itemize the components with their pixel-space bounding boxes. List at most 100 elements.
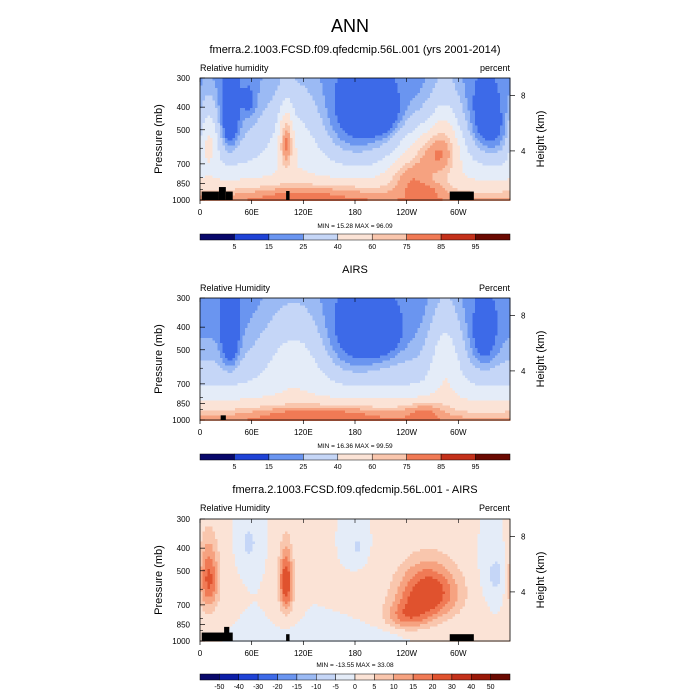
- panel-airs: AIRS Relative Humidity Percent 300400500…: [153, 264, 547, 471]
- terrain-mask: [220, 415, 226, 420]
- colorbar-swatch: [199, 233, 235, 241]
- longitude-tick-label: 60W: [450, 649, 467, 658]
- panel-title: AIRS: [342, 264, 368, 276]
- pressure-tick-label: 1000: [172, 637, 190, 646]
- colorbar: 5 15 25 40 60 75 85 95: [199, 453, 511, 471]
- colorbar-swatch: [451, 673, 472, 681]
- pressure-tick-label: 850: [177, 180, 191, 189]
- height-tick-label: 4: [521, 588, 526, 597]
- contour-plot: 300 400 500 700 850 1000 8 4 0 60E 120E 180 120W 60W: [172, 74, 526, 217]
- longitude-tick-label: 60E: [245, 649, 259, 658]
- pressure-axis-label: Pressure (mb): [153, 324, 165, 394]
- contour-fill: [200, 78, 511, 201]
- colorbar-swatch: [440, 233, 476, 241]
- colorbar-swatch: [268, 233, 304, 241]
- terrain-mask: [218, 187, 226, 200]
- height-axis-label: Height (km): [535, 111, 547, 168]
- variable-label: Relative Humidity: [200, 503, 271, 513]
- panel-title: fmerra.2.1003.FCSD.f09.qfedcmip.56L.001 …: [209, 44, 500, 56]
- terrain-mask: [286, 634, 290, 641]
- colorbar-swatch: [371, 233, 407, 241]
- colorbar-tick-label: 50: [487, 684, 495, 691]
- pressure-tick-label: 500: [177, 567, 191, 576]
- longitude-tick-label: 120W: [396, 428, 417, 437]
- colorbar-tick-label: 75: [403, 464, 411, 471]
- colorbar-tick-label: 5: [232, 464, 236, 471]
- longitude-tick-label: 60E: [245, 208, 259, 217]
- colorbar-swatch: [234, 453, 270, 461]
- colorbar-swatch: [303, 233, 339, 241]
- colorbar-tick-label: -40: [234, 684, 244, 691]
- panel-difference: fmerra.2.1003.FCSD.f09.qfedcmip.56L.001 …: [153, 484, 547, 691]
- colorbar-tick-label: 95: [472, 244, 480, 251]
- longitude-tick-label: 120E: [294, 649, 313, 658]
- colorbar-swatch: [335, 673, 356, 681]
- min-max-stats: MIN = -13.55 MAX = 33.08: [316, 662, 394, 669]
- units-label: Percent: [479, 283, 511, 293]
- height-tick-label: 8: [521, 311, 526, 320]
- longitude-tick-label: 120W: [396, 649, 417, 658]
- pressure-tick-label: 300: [177, 294, 191, 303]
- terrain-mask: [286, 190, 290, 200]
- pressure-axis-label: Pressure (mb): [153, 545, 165, 615]
- longitude-tick-label: 120W: [396, 208, 417, 217]
- contour-plot: 300 400 500 700 850 1000 8 4 0 60E 120E 180 120W 60W: [172, 515, 526, 658]
- variable-label: Relative humidity: [200, 63, 269, 73]
- colorbar-tick-label: 5: [232, 244, 236, 251]
- units-label: Percent: [479, 503, 511, 513]
- units-label: percent: [480, 63, 511, 73]
- colorbar: -50 -40 -30 -20 -15 -10 -5 0 5 10 15 20 30 40 50: [199, 673, 511, 691]
- colorbar-swatch: [406, 453, 442, 461]
- min-max-stats: MIN = 15.28 MAX = 96.09: [317, 223, 393, 230]
- pressure-tick-label: 850: [177, 400, 191, 409]
- colorbar-tick-label: 60: [368, 464, 376, 471]
- colorbar-tick-label: 40: [467, 684, 475, 691]
- colorbar-tick-label: 5: [372, 684, 376, 691]
- colorbar-tick-label: -50: [214, 684, 224, 691]
- pressure-tick-label: 400: [177, 103, 191, 112]
- colorbar-swatch: [337, 453, 373, 461]
- colorbar-swatch: [440, 453, 476, 461]
- colorbar-swatch: [490, 673, 511, 681]
- longitude-tick-label: 180: [348, 428, 362, 437]
- colorbar-tick-label: 25: [299, 464, 307, 471]
- colorbar-swatch: [219, 673, 239, 681]
- longitude-tick-label: 120E: [294, 208, 313, 217]
- panel-model: fmerra.2.1003.FCSD.f09.qfedcmip.56L.001 …: [153, 44, 547, 251]
- pressure-tick-label: 1000: [172, 416, 190, 425]
- longitude-tick-label: 60W: [450, 208, 467, 217]
- pressure-tick-label: 300: [177, 515, 191, 524]
- colorbar-swatch: [257, 673, 278, 681]
- pressure-tick-label: 500: [177, 126, 191, 135]
- colorbar-swatch: [471, 673, 491, 681]
- colorbar-swatch: [238, 673, 259, 681]
- colorbar-swatch: [374, 673, 394, 681]
- colorbar-swatch: [354, 673, 375, 681]
- colorbar-tick-label: 75: [403, 244, 411, 251]
- pressure-tick-label: 400: [177, 323, 191, 332]
- longitude-tick-label: 60W: [450, 428, 467, 437]
- colorbar: 5 15 25 40 60 75 85 95: [199, 233, 511, 251]
- colorbar-swatch: [393, 673, 414, 681]
- longitude-tick-label: 0: [198, 428, 203, 437]
- colorbar-tick-label: 95: [472, 464, 480, 471]
- colorbar-swatch: [412, 673, 433, 681]
- height-tick-label: 4: [521, 147, 526, 156]
- height-axis-label: Height (km): [535, 331, 547, 388]
- pressure-axis-label: Pressure (mb): [153, 104, 165, 174]
- contour-plot: 300 400 500 700 850 1000 8 4 0 60E 120E 180 120W 60W: [172, 294, 526, 437]
- pressure-tick-label: 700: [177, 601, 191, 610]
- figure-title: ANN: [331, 16, 369, 36]
- pressure-tick-label: 700: [177, 380, 191, 389]
- colorbar-tick-label: 40: [334, 244, 342, 251]
- colorbar-tick-label: 85: [437, 244, 445, 251]
- terrain-mask: [201, 632, 233, 641]
- colorbar-tick-label: 15: [409, 684, 417, 691]
- terrain-mask: [449, 634, 474, 641]
- colorbar-tick-label: 15: [265, 244, 273, 251]
- longitude-tick-label: 180: [348, 649, 362, 658]
- longitude-tick-label: 0: [198, 649, 203, 658]
- colorbar-tick-label: -5: [333, 684, 339, 691]
- colorbar-swatch: [234, 233, 270, 241]
- panel-title: fmerra.2.1003.FCSD.f09.qfedcmip.56L.001 …: [232, 484, 477, 496]
